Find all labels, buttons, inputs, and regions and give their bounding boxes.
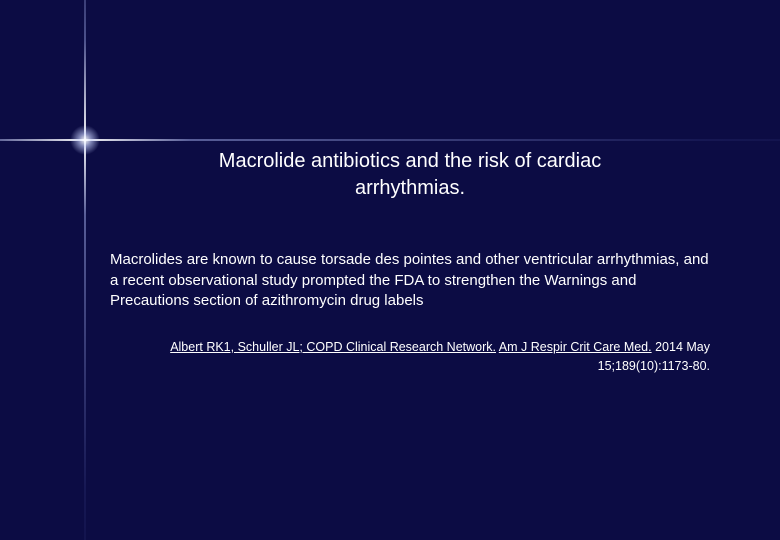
citation-journal: Am J Respir Crit Care Med. [499, 340, 652, 354]
slide-title: Macrolide antibiotics and the risk of ca… [110, 148, 710, 202]
citation-authors: Albert RK1, Schuller JL; COPD Clinical R… [170, 340, 496, 354]
title-line-2: arrhythmias. [355, 177, 465, 199]
flare-ray-right [85, 139, 780, 141]
slide-body-text: Macrolides are known to cause torsade de… [110, 250, 710, 312]
flare-ray-left [0, 139, 85, 141]
slide-content: Macrolide antibiotics and the risk of ca… [110, 148, 710, 376]
slide-citation: Albert RK1, Schuller JL; COPD Clinical R… [110, 338, 710, 376]
title-line-1: Macrolide antibiotics and the risk of ca… [219, 150, 601, 172]
lens-flare [85, 140, 86, 141]
flare-core [70, 125, 100, 155]
flare-ray-up [84, 0, 86, 140]
flare-ray-down [84, 140, 86, 540]
